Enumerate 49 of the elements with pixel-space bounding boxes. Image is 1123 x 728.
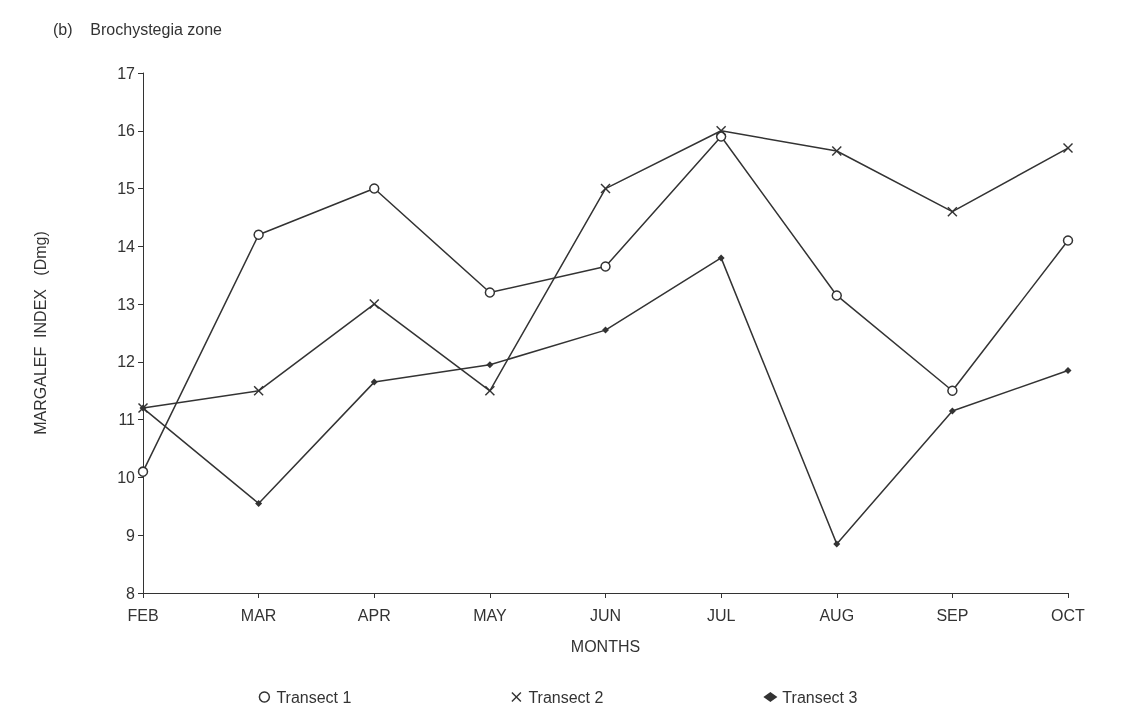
point [717,254,725,262]
y-tick-label: 16 [117,122,136,140]
x-tick-label: MAR [240,606,277,624]
point [370,378,378,386]
point [253,229,264,241]
y-axis-title: MARGALEF INDEX (Dmg) [31,231,49,435]
legend-label: Transect 3 [782,688,858,706]
point [600,261,611,272]
point [948,407,956,415]
y-tick-label: 15 [117,180,136,198]
x-tick-label: SEP [936,606,969,624]
y-tick-label: 9 [126,526,136,544]
point [600,183,611,194]
point [369,183,380,194]
legend-label: Transect 2 [528,688,604,706]
y-tick-label: 8 [126,584,136,602]
x-tick-label: OCT [1051,606,1086,624]
y-tick-label: 17 [117,64,136,82]
point [1064,367,1072,375]
point [253,385,264,396]
y-tick-label: 12 [117,353,136,371]
point [1062,235,1074,246]
point [602,326,609,334]
x-axis-title: MONTHS [570,637,641,655]
point [833,540,841,548]
y-tick-label: 14 [117,237,136,255]
point [947,206,958,217]
x-tick-label: FEB [127,606,159,624]
point [486,361,494,369]
point [831,146,842,156]
y-tick-label: 11 [118,411,136,429]
x-tick-label: APR [357,606,391,624]
legend-label: Transect 1 [276,688,352,706]
x-tick-label: JUL [706,606,736,624]
chart-title: (b) Brochystegia zone [53,20,223,38]
point [947,385,958,397]
y-tick-label: 13 [117,295,136,313]
point [369,299,380,310]
point [484,385,495,396]
point [1063,143,1073,154]
x-tick-label: MAY [473,606,507,624]
point [255,499,263,507]
point [137,466,149,477]
point [484,287,496,298]
y-tick-label: 10 [117,468,136,486]
point [716,125,727,136]
x-tick-label: AUG [819,606,855,624]
point [831,290,842,301]
x-tick-label: JUN [589,606,622,624]
